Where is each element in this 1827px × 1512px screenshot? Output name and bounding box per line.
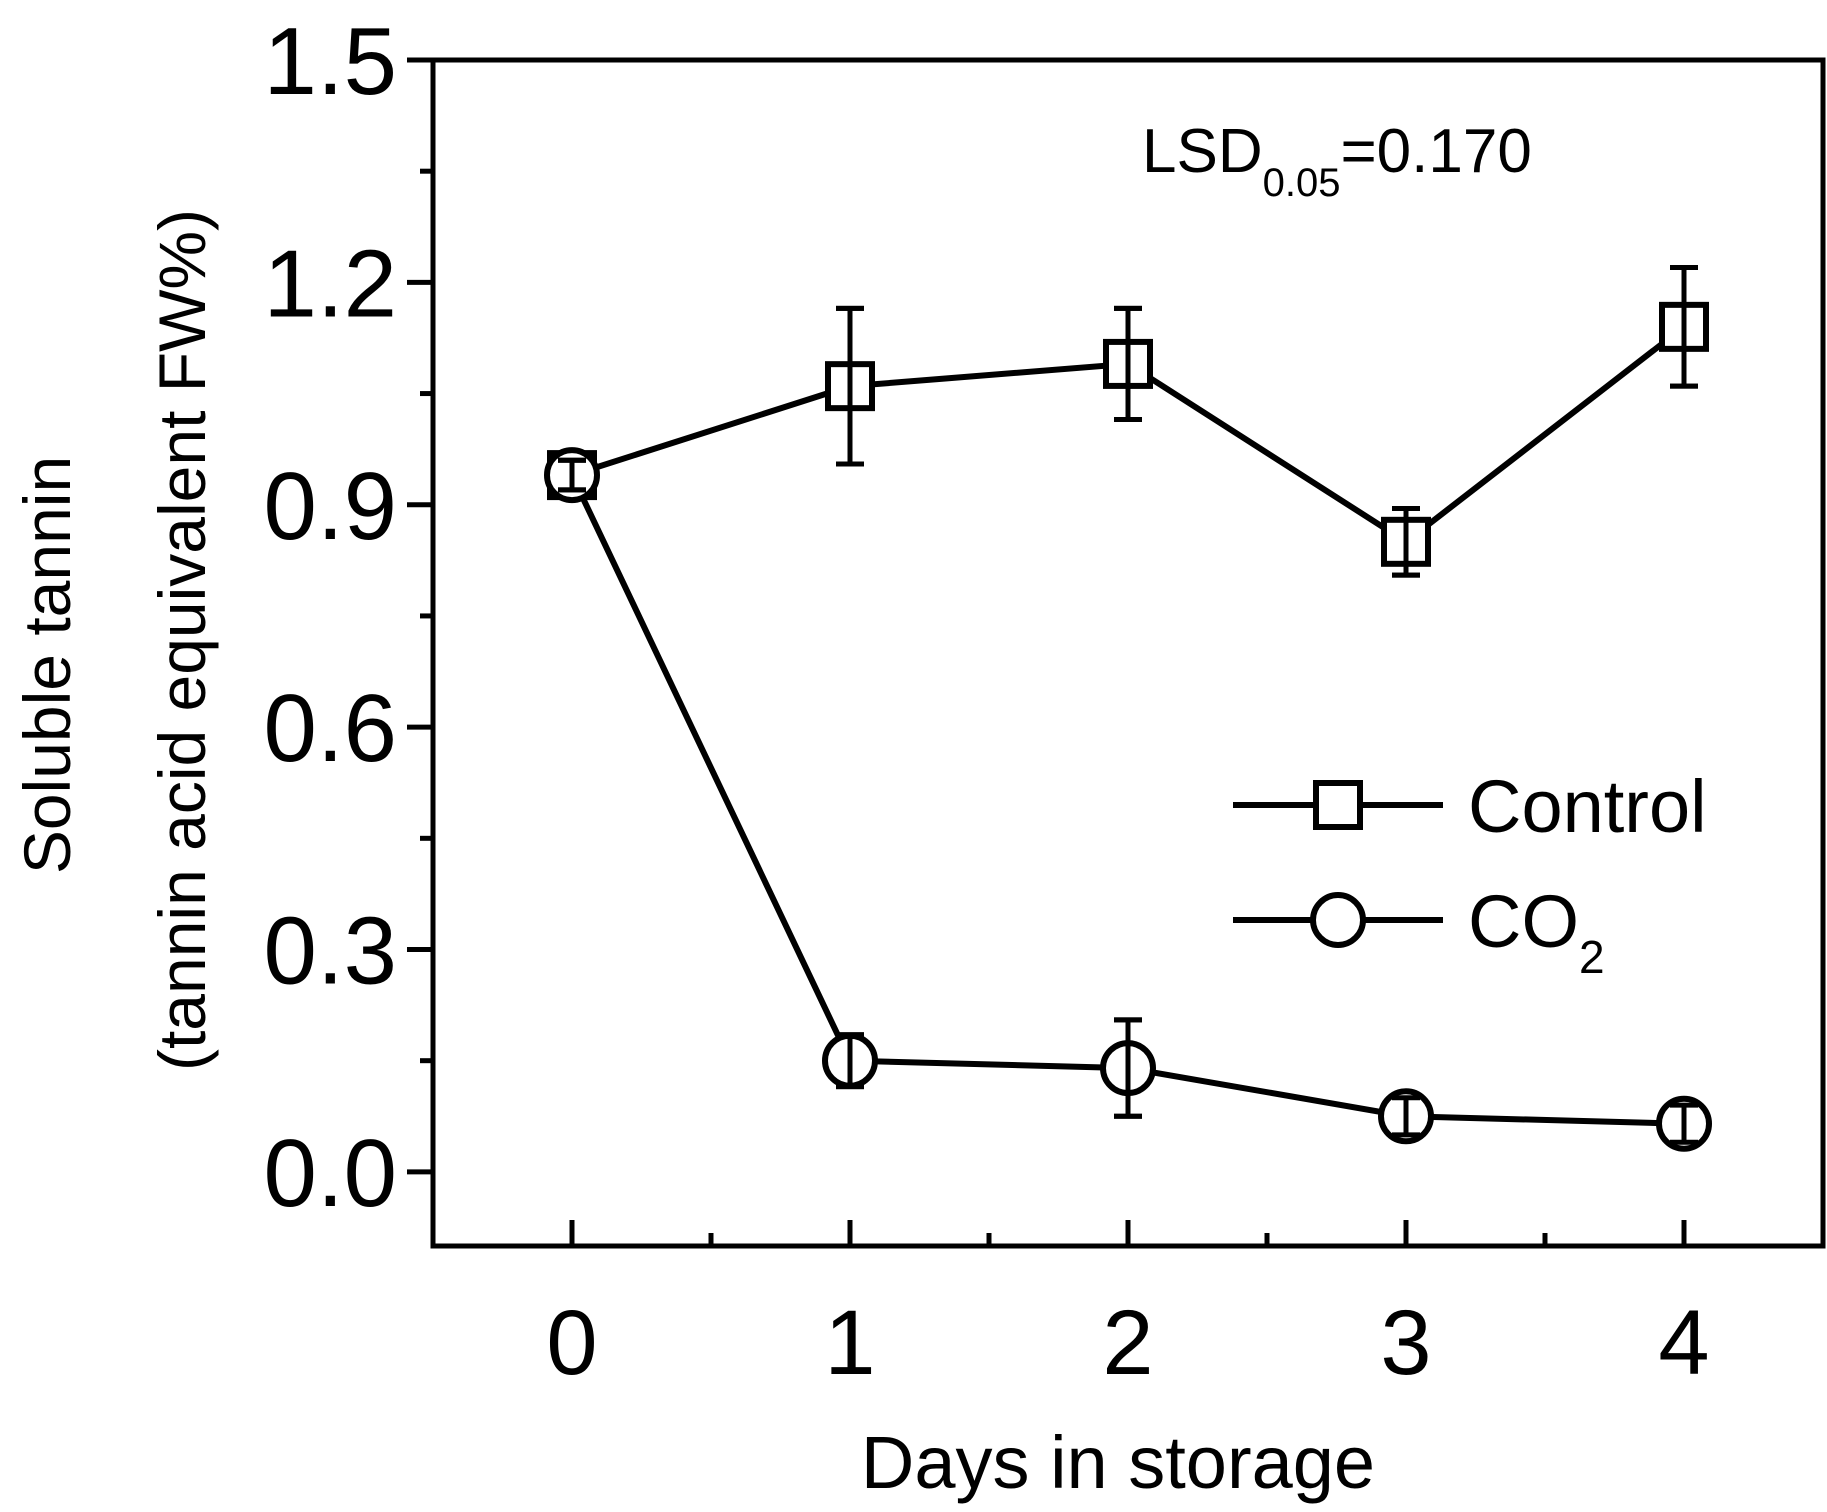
legend-marker-co (1310, 892, 1366, 948)
error-bar-overlay-control (1392, 505, 1420, 578)
y-tick-label: 0.9 (264, 453, 397, 560)
x-tick-label: 3 (1380, 1292, 1431, 1394)
legend-label-control: Control (1468, 765, 1707, 848)
y-axis-label-line1: Soluble tannin (10, 456, 84, 874)
x-axis-ticks: 0 1 2 3 4 (546, 1220, 1710, 1394)
legend-marker-control (1313, 780, 1363, 830)
series-lines (569, 324, 1686, 1127)
error-bar-overlay-control (1114, 305, 1142, 423)
x-tick-label: 2 (1102, 1292, 1153, 1394)
legend: Control CO2 (1233, 765, 1707, 983)
x-tick-label: 4 (1658, 1292, 1709, 1394)
y-tick-label: 1.5 (264, 8, 397, 115)
y-tick-label: 0.6 (264, 675, 397, 782)
y-tick-label: 0.3 (264, 898, 397, 1005)
legend-label-text: CO (1468, 880, 1579, 963)
legend-label-subscript: 2 (1579, 931, 1605, 983)
y-axis-label-line2: (tannin acid equivalent FW%) (145, 209, 219, 1071)
error-bar-overlay-co (836, 1032, 864, 1090)
x-tick-label: 1 (824, 1292, 875, 1394)
y-axis-ticks: 0.0 0.3 0.6 0.9 1.2 1.5 (264, 8, 433, 1227)
y-tick-label: 1.2 (264, 230, 397, 337)
lsd-annotation-tail: =0.170 (1340, 117, 1531, 186)
x-tick-label: 0 (546, 1292, 597, 1394)
legend-label-co: CO2 (1468, 880, 1605, 983)
lsd-annotation: LSD0.05=0.170 (1142, 117, 1532, 205)
error-bar-overlay-control (836, 305, 864, 467)
legend-item-co: CO2 (1233, 880, 1605, 983)
error-bar-overlay-co (1392, 1095, 1420, 1138)
error-bar-overlay-co (1670, 1102, 1698, 1145)
legend-label-text: Control (1468, 765, 1707, 848)
lsd-annotation-subscript: 0.05 (1263, 161, 1341, 205)
error-bar-overlay-co (1114, 1017, 1142, 1119)
data-markers (544, 265, 1712, 1152)
y-axis-label: Soluble tannin (tannin acid equivalent F… (10, 209, 219, 1071)
lsd-annotation-main: LSD (1142, 117, 1263, 186)
y-tick-label: 0.0 (264, 1120, 397, 1227)
legend-item-control: Control (1233, 765, 1707, 848)
error-bar-overlay-co (558, 457, 586, 493)
x-axis-label: Days in storage (861, 1421, 1375, 1504)
error-bar-overlay-control (1670, 265, 1698, 389)
